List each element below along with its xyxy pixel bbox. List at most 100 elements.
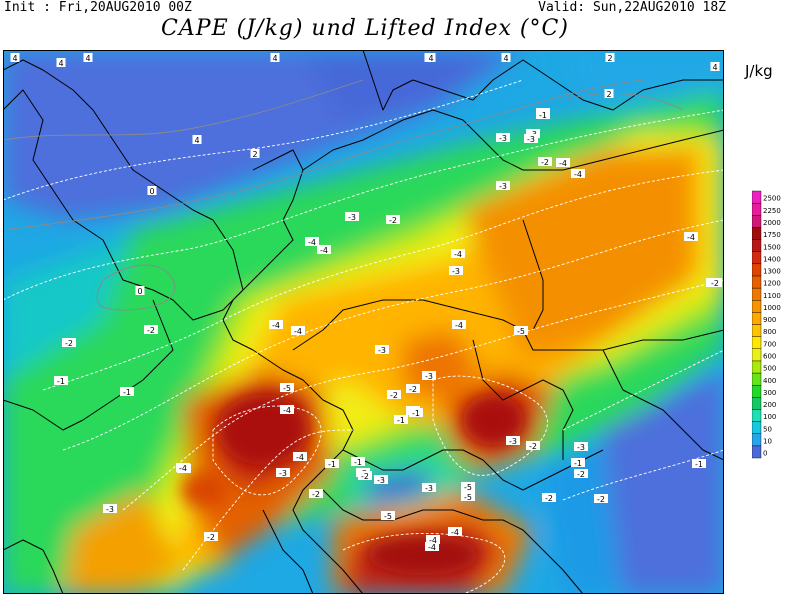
lifted-index-value: 4 <box>428 54 433 63</box>
lifted-index-label: -3 <box>574 442 588 452</box>
lifted-index-value: -3 <box>499 134 507 143</box>
lifted-index-label: 0 <box>135 286 145 296</box>
lifted-index-value: -2 <box>529 442 537 451</box>
colorbar-swatch <box>752 190 762 204</box>
colorbar-tick-label: 200 <box>763 401 776 409</box>
lifted-index-label: -3 <box>345 212 359 222</box>
lifted-index-value: -2 <box>389 216 397 225</box>
lifted-index-label: 4 <box>501 53 511 63</box>
lifted-index-value: -2 <box>545 494 553 503</box>
colorbar-swatch <box>752 336 762 349</box>
lifted-index-value: -5 <box>464 483 472 492</box>
colorbar-tick-label: 500 <box>763 365 776 373</box>
lifted-index-label: -3 <box>103 504 117 514</box>
lifted-index-label: -3 <box>496 133 510 143</box>
lifted-index-label: -2 <box>358 471 372 481</box>
init-time: Init : Fri,20AUG2010 00Z <box>4 0 192 15</box>
lifted-index-label: -2 <box>309 489 323 499</box>
lifted-index-value: -4 <box>296 453 304 462</box>
lifted-index-value: -4 <box>294 327 302 336</box>
lifted-index-value: -1 <box>123 388 131 397</box>
lifted-index-label: -4 <box>426 535 440 545</box>
colorbar-swatch <box>752 433 762 447</box>
lifted-index-label: -3 <box>374 475 388 485</box>
lifted-index-value: -3 <box>106 505 114 514</box>
map-frame <box>3 50 724 594</box>
lifted-index-label: -3 <box>276 468 290 478</box>
lifted-index-value: -2 <box>541 158 549 167</box>
lifted-index-label: -1 <box>351 457 365 467</box>
colorbar-tick-label: 10 <box>763 437 772 445</box>
colorbar-swatch <box>752 287 762 301</box>
lifted-index-label: -4 <box>317 245 331 255</box>
colorbar-swatch <box>752 300 762 313</box>
colorbar-swatch <box>752 384 762 398</box>
lifted-index-label: -3 <box>422 483 436 493</box>
lifted-index-label: -2 <box>526 441 540 451</box>
coastlines-and-borders <box>3 50 724 594</box>
lifted-index-label: -4 <box>280 405 294 415</box>
lifted-index-label: -4 <box>448 527 462 537</box>
lifted-index-value: -2 <box>597 495 605 504</box>
colorbar-tick-label: 2000 <box>763 219 781 227</box>
lifted-index-label: -3 <box>496 181 510 191</box>
lifted-index-label: -4 <box>451 249 465 259</box>
lifted-index-label: -1 <box>54 376 68 386</box>
lifted-index-label: -1 <box>536 110 550 120</box>
colorbar-swatch <box>752 251 762 265</box>
colorbar-tick-label: 1500 <box>763 243 781 251</box>
lifted-index-value: -5 <box>517 327 525 336</box>
lifted-index-label: 4 <box>710 62 720 72</box>
lifted-index-value: -5 <box>283 384 291 393</box>
lifted-index-value: -4 <box>451 528 459 537</box>
colorbar-labels: 0 10 50 100 200 300 400 500 600 700 800 900 1000 1100… <box>763 195 781 458</box>
lifted-index-value: -2 <box>207 533 215 542</box>
lifted-index-value: -2 <box>312 490 320 499</box>
lifted-index-label: 2 <box>250 149 260 159</box>
lifted-index-value: 4 <box>194 136 199 145</box>
lifted-index-value: -3 <box>279 469 287 478</box>
lifted-index-value: -2 <box>577 470 585 479</box>
lifted-index-label: -2 <box>594 494 608 504</box>
lifted-index-value: -3 <box>425 484 433 493</box>
lifted-index-label: 2 <box>604 89 614 99</box>
lifted-index-value: -2 <box>65 339 73 348</box>
colorbar-swatch <box>752 227 762 240</box>
colorbar-swatch <box>752 239 762 252</box>
colorbar-tick-label: 700 <box>763 340 776 348</box>
lifted-index-label: -2 <box>62 338 76 348</box>
colorbar-swatch <box>752 445 762 459</box>
colorbar-tick-label: 600 <box>763 352 776 360</box>
lifted-index-value: -3 <box>499 182 507 191</box>
lifted-index-label: -2 <box>387 390 401 400</box>
colorbar-tick-label: 2250 <box>763 207 781 215</box>
lifted-index-label: -2 <box>406 384 420 394</box>
lifted-index-label: -4 <box>291 326 305 336</box>
lifted-index-value: -3 <box>377 476 385 485</box>
cape-field <box>3 50 724 594</box>
lifted-index-label: -4 <box>305 237 319 247</box>
colorbar-tick-label: 1750 <box>763 231 781 239</box>
lifted-index-value: 4 <box>12 54 17 63</box>
colorbar-swatches <box>752 190 762 459</box>
colorbar-swatch <box>752 372 762 386</box>
lifted-index-label: -5 <box>461 492 475 502</box>
lifted-index-value: -4 <box>429 536 437 545</box>
lifted-index-value: -4 <box>320 246 328 255</box>
lifted-index-value: -5 <box>384 512 392 521</box>
colorbar-swatch <box>752 215 762 228</box>
colorbar-tick-label: 900 <box>763 316 776 324</box>
lifted-index-label: -2 <box>542 493 556 503</box>
lifted-index-value: -4 <box>179 464 187 473</box>
lifted-index-value: -4 <box>272 321 280 330</box>
lifted-index-value: -2 <box>711 279 719 288</box>
lifted-index-labels: 4442424-14240420-2-3-2-4-4-3-4-4-4-3-2-4… <box>10 53 722 552</box>
lifted-index-label: -4 <box>269 320 283 330</box>
lifted-index-value: 2 <box>606 90 611 99</box>
colorbar-swatch <box>752 397 762 410</box>
colorbar-swatch <box>752 202 762 216</box>
lifted-index-label: -1 <box>692 459 706 469</box>
colorbar-swatch <box>752 421 762 434</box>
lifted-index-label: -5 <box>280 383 294 393</box>
colorbar-tick-label: 400 <box>763 377 776 385</box>
